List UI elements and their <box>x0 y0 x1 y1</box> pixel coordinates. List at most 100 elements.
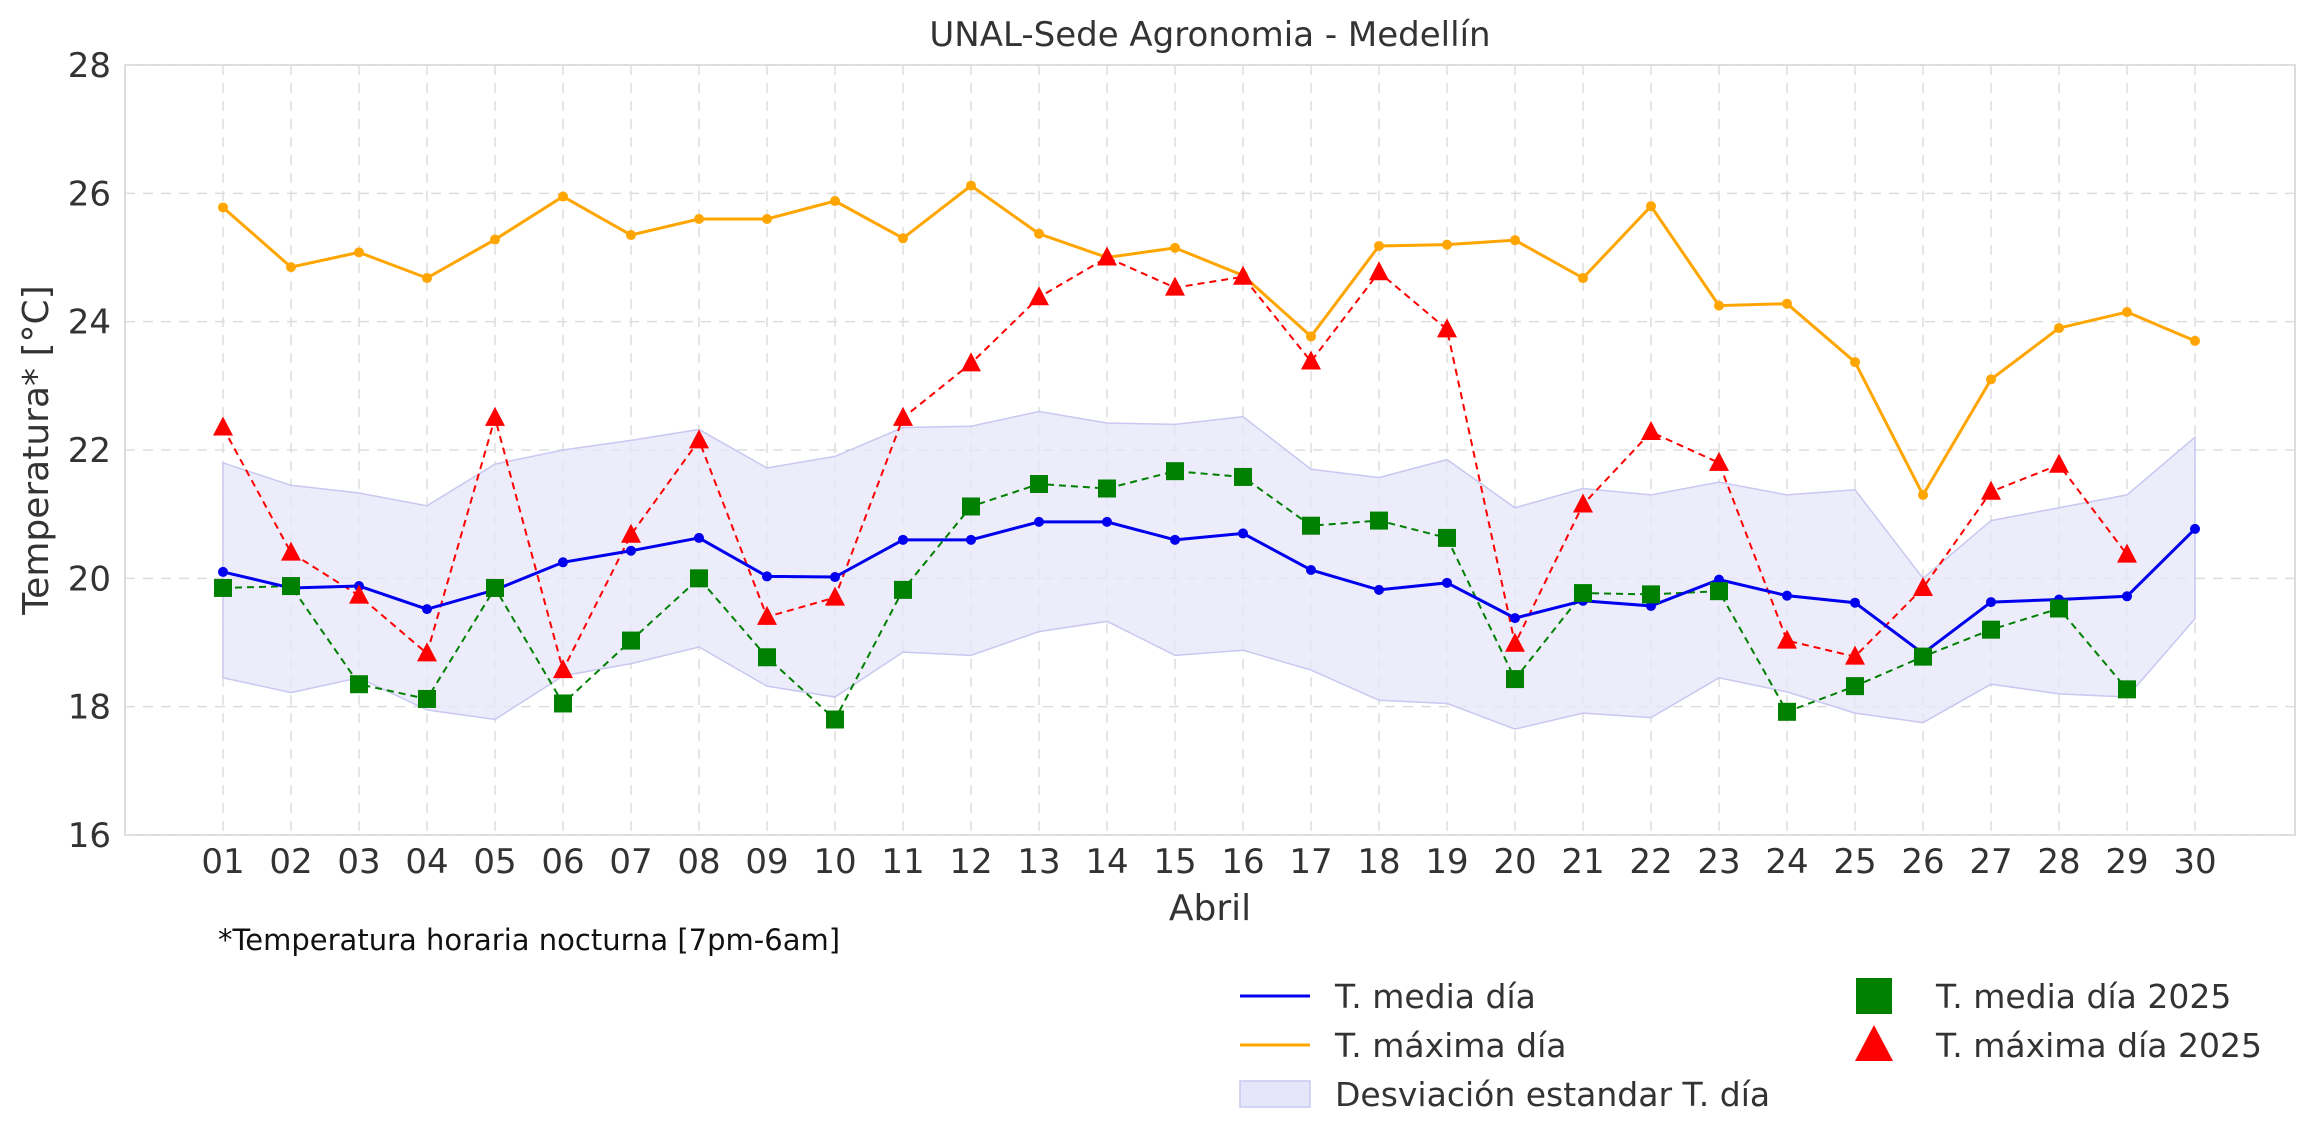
y-tick-label: 20 <box>68 559 111 599</box>
legend-label: T. media día <box>1334 977 1536 1016</box>
data-point <box>2190 523 2200 534</box>
data-point-triangle <box>1029 286 1049 306</box>
data-point <box>490 234 500 245</box>
data-point <box>1782 298 1792 309</box>
data-point <box>422 273 432 284</box>
y-tick-label: 26 <box>68 174 111 214</box>
plot-area: 16 18 20 22 24 26 28 01 02 03 04 05 06 07 08 09 10 11 12 13… <box>68 46 2296 882</box>
data-point-square <box>1846 677 1864 696</box>
y-axis-title: Temperatura* [°C] <box>16 285 57 615</box>
data-point-triangle <box>961 352 981 372</box>
data-point <box>762 214 772 224</box>
data-point <box>1918 489 1928 500</box>
data-point <box>626 230 636 241</box>
data-point-triangle <box>485 406 505 426</box>
x-tick-label: 14 <box>1085 842 1128 882</box>
data-point <box>898 233 908 244</box>
data-point <box>1034 228 1044 239</box>
data-point <box>218 202 228 213</box>
data-point <box>1170 242 1180 253</box>
data-point <box>1850 357 1860 368</box>
data-point <box>218 566 228 577</box>
data-point <box>694 532 704 543</box>
data-point-square <box>282 577 300 596</box>
x-tick-label: 07 <box>609 842 652 882</box>
legend-swatch-band <box>1239 1080 1311 1108</box>
data-point <box>1170 534 1180 545</box>
data-point-square <box>1914 647 1932 666</box>
data-point-square <box>622 631 640 650</box>
data-point <box>830 572 840 583</box>
data-point <box>1306 331 1316 342</box>
data-point-triangle <box>1777 629 1797 649</box>
data-point <box>558 191 568 202</box>
data-point <box>422 604 432 615</box>
data-point-triangle <box>213 416 233 436</box>
data-point <box>1442 239 1452 250</box>
data-point-square <box>1506 670 1524 689</box>
data-point <box>1986 597 1996 608</box>
data-point <box>694 214 704 224</box>
legend-label: T. máxima día 2025 <box>1935 1026 2262 1065</box>
x-tick-label: 17 <box>1289 842 1332 882</box>
data-point-triangle <box>1437 318 1457 338</box>
x-tick-label: 16 <box>1221 842 1264 882</box>
data-point <box>1238 528 1248 539</box>
data-point <box>1646 600 1656 611</box>
data-point <box>830 196 840 207</box>
data-point-triangle <box>1981 480 2001 500</box>
legend-label: T. media día 2025 <box>1935 977 2231 1016</box>
data-point-square <box>486 578 504 597</box>
x-tick-label: 29 <box>2105 842 2148 882</box>
series-line <box>222 183 2196 499</box>
data-point-triangle <box>1709 451 1729 471</box>
data-point <box>354 247 364 258</box>
x-tick-label: 30 <box>2173 842 2216 882</box>
data-point-triangle <box>1913 576 1933 596</box>
data-point-square <box>962 497 980 516</box>
data-point <box>558 557 568 568</box>
legend-label: Desviación estandar T. día <box>1335 1075 1770 1114</box>
data-point-square <box>554 694 572 713</box>
data-point <box>1986 374 1996 385</box>
x-tick-label: 19 <box>1425 842 1468 882</box>
data-point <box>626 545 636 556</box>
x-tick-label: 26 <box>1901 842 1944 882</box>
x-tick-label: 02 <box>269 842 312 882</box>
x-tick-label: 09 <box>745 842 788 882</box>
data-point-square <box>1710 582 1728 601</box>
data-point <box>2122 591 2132 602</box>
x-tick-label: 18 <box>1357 842 1400 882</box>
x-axis-title: Abril <box>1169 888 1251 929</box>
y-tick-label: 24 <box>68 303 111 343</box>
data-point <box>1374 584 1384 595</box>
data-point-triangle <box>1233 265 1253 285</box>
data-point-square <box>1234 467 1252 486</box>
data-point-triangle <box>281 541 301 561</box>
footnote: *Temperatura horaria nocturna [7pm-6am] <box>218 923 840 957</box>
x-tick-label: 01 <box>201 842 244 882</box>
data-point <box>1782 590 1792 601</box>
data-point <box>2122 307 2132 318</box>
x-tick-label: 08 <box>677 842 720 882</box>
data-point-triangle <box>553 659 573 679</box>
data-point-square <box>1982 620 2000 639</box>
data-point <box>1374 240 1384 251</box>
data-point-triangle <box>1505 632 1525 652</box>
data-point-triangle <box>1097 246 1117 266</box>
std-dev-band <box>222 410 2196 730</box>
data-point <box>1646 201 1656 212</box>
data-point <box>1714 574 1724 585</box>
data-point-square <box>1778 702 1796 721</box>
data-point-triangle <box>893 406 913 426</box>
legend-label: T. máxima día <box>1334 1026 1566 1065</box>
data-point-square <box>1030 475 1048 494</box>
data-point <box>1714 300 1724 311</box>
data-point-triangle <box>1369 261 1389 281</box>
series-line <box>222 520 2197 656</box>
x-tick-label: 24 <box>1765 842 1808 882</box>
x-tick-label: 27 <box>1969 842 2012 882</box>
legend-swatch-triangle <box>1855 1025 1893 1061</box>
data-point-triangle <box>1301 350 1321 370</box>
